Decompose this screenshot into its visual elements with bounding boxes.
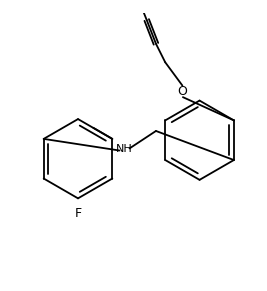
Text: F: F [74, 207, 82, 220]
Text: NH: NH [116, 144, 133, 155]
Text: O: O [178, 85, 187, 98]
